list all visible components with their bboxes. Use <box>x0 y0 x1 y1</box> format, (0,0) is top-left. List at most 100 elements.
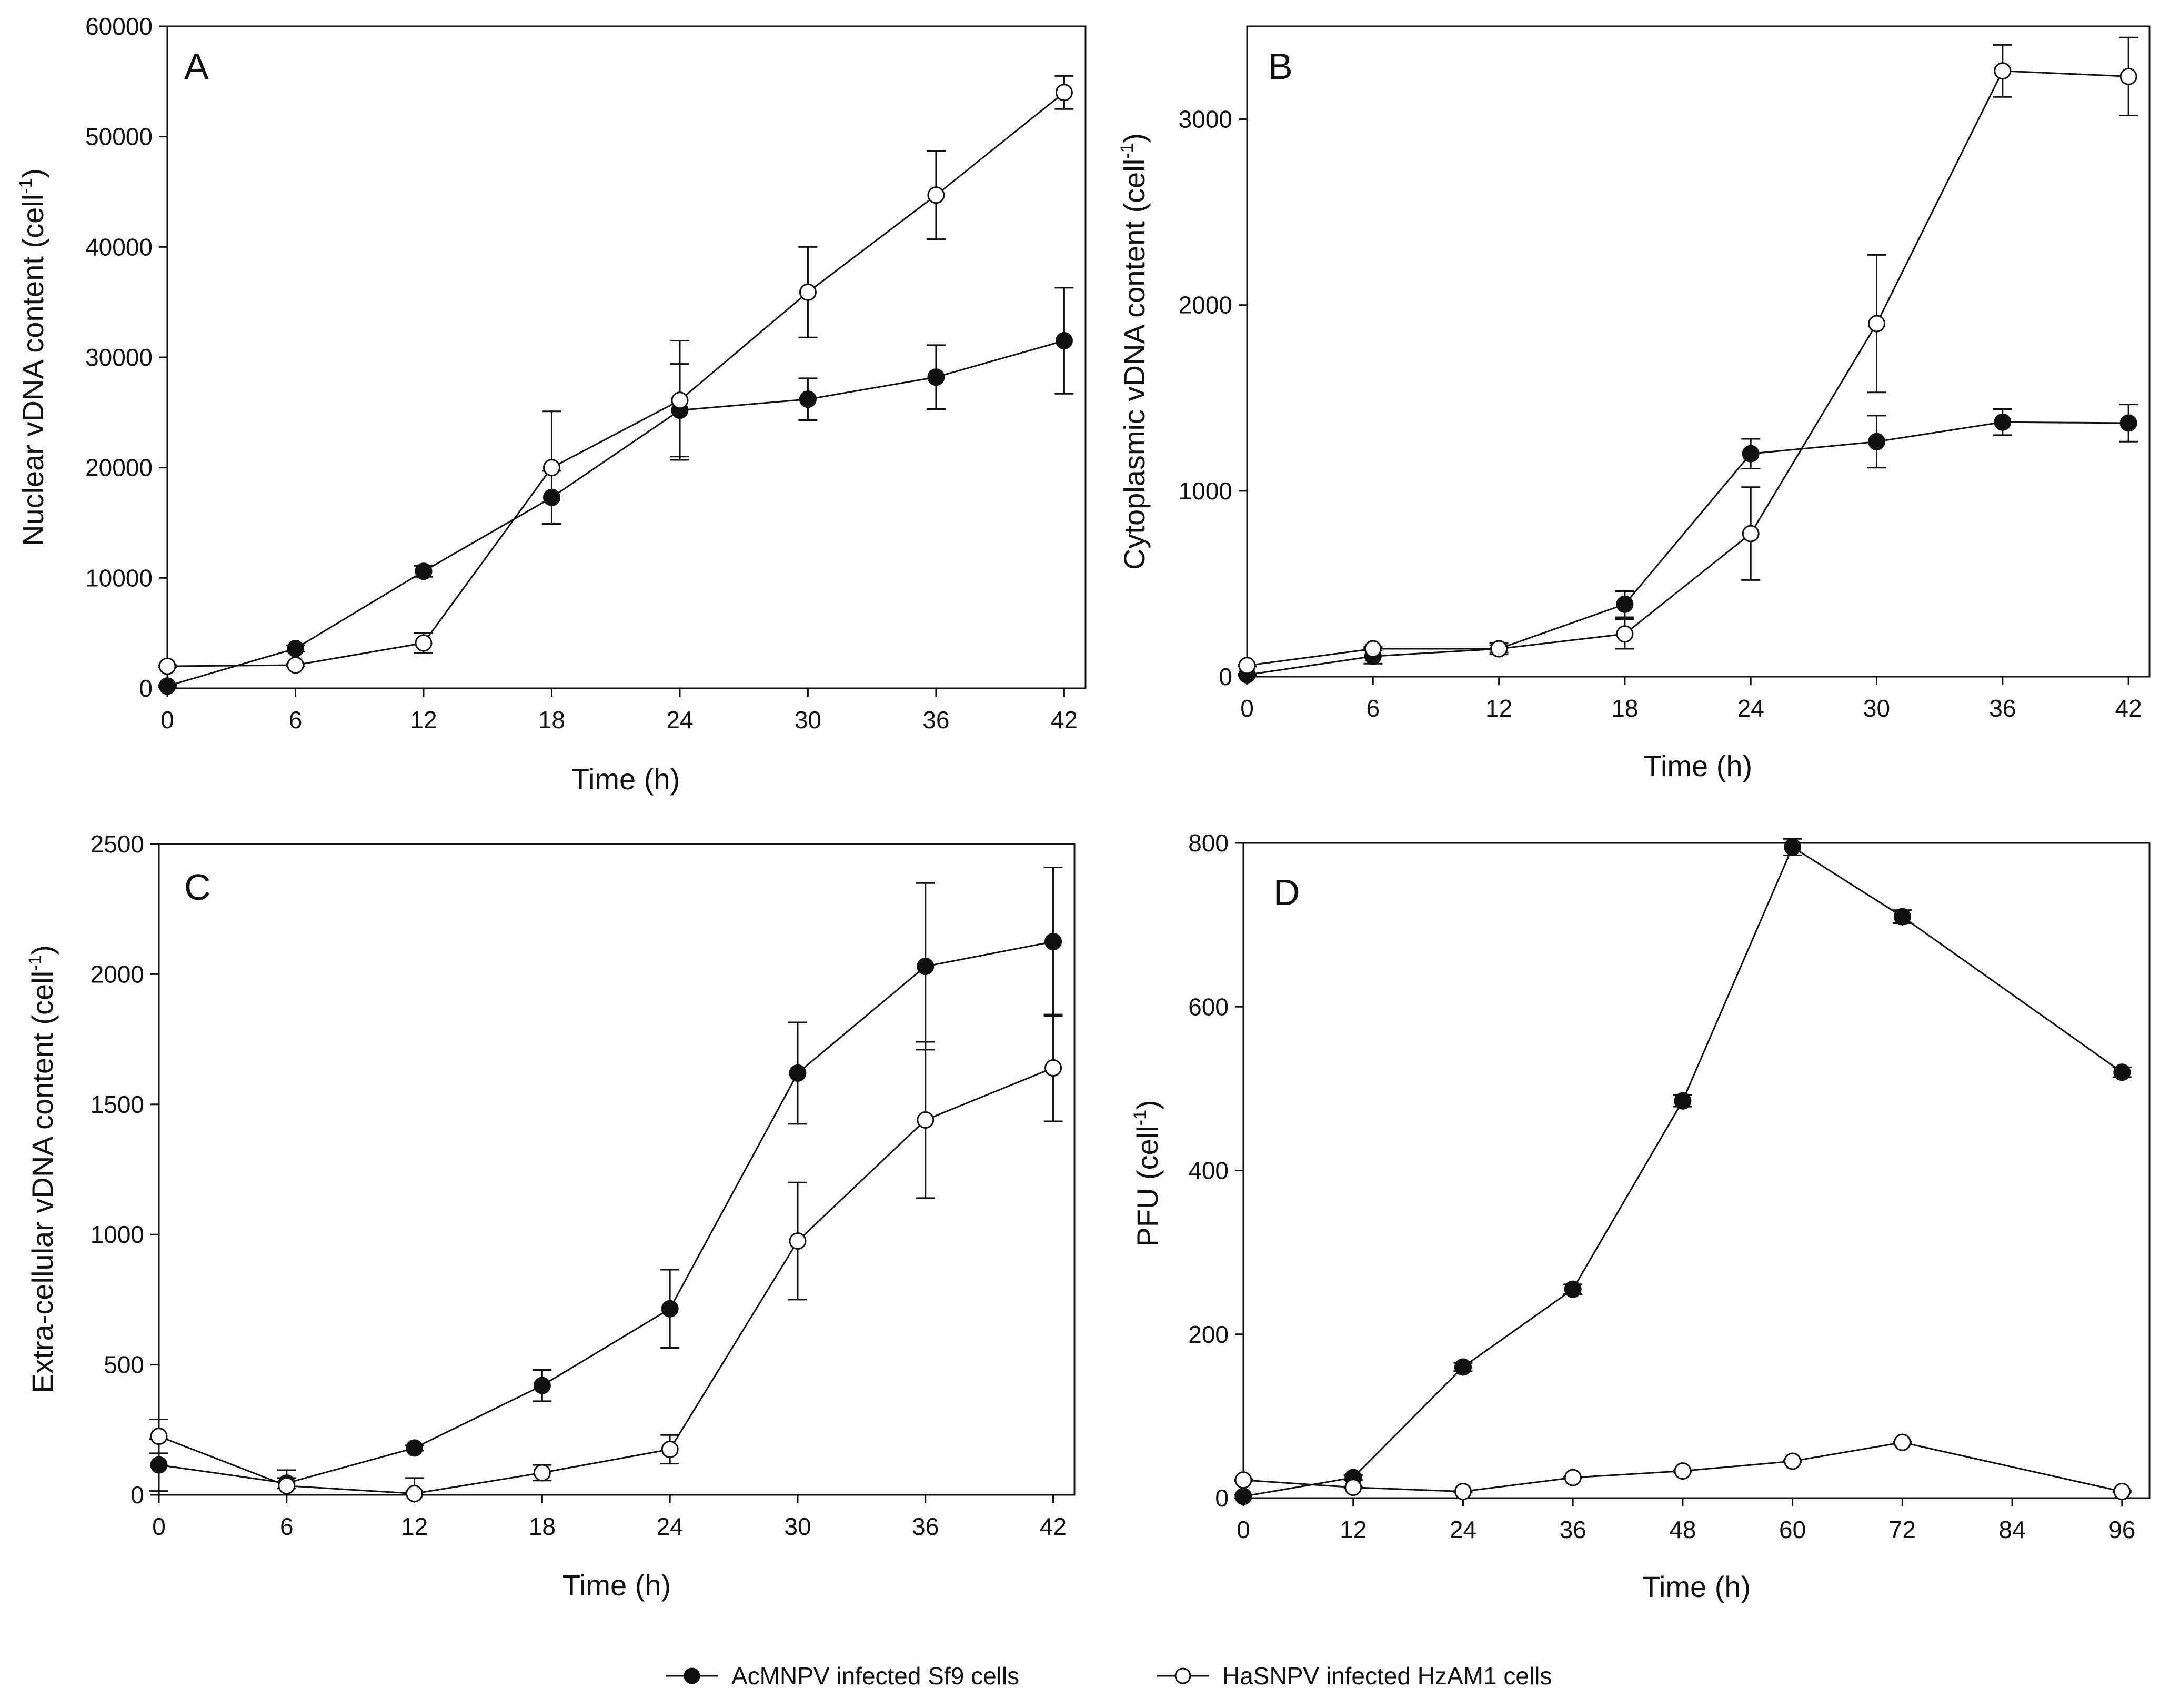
panel-d-hasnpv-point <box>1564 1469 1582 1486</box>
panel-c-hasnpv-point <box>406 1485 424 1503</box>
panel-c-hasnpv-point <box>150 1428 168 1445</box>
panel-d-y-tick-label: 400 <box>1188 1157 1229 1184</box>
panel-d-hasnpv-line <box>1243 1441 2123 1493</box>
panel-d-letter: D <box>1273 872 1300 913</box>
panel-d-y-axis-title: PFU (cell-1) <box>1130 1100 1164 1247</box>
panel-a-hasnpv-point <box>927 186 945 204</box>
panel-c-y-tick-label: 2500 <box>91 830 144 858</box>
panel-a-x-tick-label: 12 <box>410 706 437 734</box>
panel-b-hasnpv-point <box>2119 67 2137 85</box>
panel-c-y-title-sup: -1 <box>25 955 45 971</box>
panel-a-y-tick-label: 60000 <box>85 13 153 40</box>
panel-d-hasnpv-point <box>1344 1479 1362 1496</box>
panel-d-acmnpv-line <box>1243 846 2123 1498</box>
panel-b-hasnpv-line <box>1247 70 2129 667</box>
panel-b-x-tick-label: 36 <box>1989 695 2016 722</box>
panel-d-y-tick-label: 200 <box>1188 1321 1229 1348</box>
panel-c-x-tick-label: 6 <box>280 1513 294 1540</box>
panel-a-y-title-close: ) <box>16 168 49 178</box>
panel-a-y-tick-label: 0 <box>139 675 153 702</box>
panel-d-x-tick-label: 96 <box>2108 1516 2135 1543</box>
panel-a-x-tick-label: 30 <box>795 706 821 734</box>
panel-d-x-axis-title: Time (h) <box>1642 1570 1751 1603</box>
panel-a-acmnpv-point <box>799 390 817 408</box>
panel-a-y-tick-label: 30000 <box>85 344 153 371</box>
panel-d-acmnpv-point <box>1564 1280 1582 1298</box>
panel-d-x-tick-label: 12 <box>1340 1516 1367 1543</box>
panel-c-y-title-main: Extra-cellular vDNA content (cell <box>26 971 59 1393</box>
panel-a-hasnpv-point <box>542 459 560 477</box>
panel-a-x-tick-label: 42 <box>1051 706 1078 734</box>
panel-d-x-tick-label: 24 <box>1450 1516 1476 1543</box>
panel-c-letter: C <box>184 867 211 908</box>
panel-a-y-title-sup: -1 <box>16 178 36 194</box>
panel-a-letter: A <box>184 46 209 87</box>
panel-d-hasnpv-point <box>1893 1433 1911 1451</box>
panel-b-acmnpv-point <box>1868 433 1886 450</box>
panel-b-acmnpv-line <box>1247 421 2129 676</box>
panel-c-frame <box>158 843 1076 1496</box>
panel-c-x-tick-label: 0 <box>152 1513 166 1540</box>
panel-c-acmnpv-point <box>533 1377 551 1394</box>
panel-c-x-tick-label: 18 <box>529 1513 556 1540</box>
panel-d-x-tick-label: 36 <box>1560 1516 1586 1543</box>
panel-b-x-tick-label: 30 <box>1863 695 1890 722</box>
panel-b-acmnpv-point <box>1742 445 1760 463</box>
panel-d-x-tick-label: 72 <box>1889 1516 1916 1543</box>
panel-a-x-tick-label: 0 <box>160 706 174 734</box>
panel-a-hasnpv-line <box>167 92 1065 667</box>
panel-b-frame <box>1246 25 2151 678</box>
panel-a-hasnpv-point <box>799 283 817 301</box>
panel-c-x-tick-label: 30 <box>784 1513 811 1540</box>
panel-c-acmnpv-point <box>1044 933 1062 951</box>
legend-hasnpv-marker <box>1174 1667 1191 1684</box>
panel-d-acmnpv-point <box>1674 1092 1692 1110</box>
panel-c-x-tick-label: 12 <box>401 1513 428 1540</box>
panel-c-y-tick-label: 1500 <box>91 1091 144 1118</box>
panel-c-acmnpv-point <box>789 1064 807 1082</box>
legend: AcMNPV infected Sf9 cells HaSNPV infecte… <box>666 1662 1552 1690</box>
panel-c-acmnpv-point <box>406 1439 424 1457</box>
panel-d-acmnpv-point <box>1454 1358 1472 1376</box>
panel-c-hasnpv-point <box>661 1440 679 1458</box>
panel-a-y-tick-label: 50000 <box>85 123 153 150</box>
panel-d-hasnpv-point <box>1234 1471 1252 1489</box>
panel-d-plot: 0 12 24 36 48 60 72 84 96 0 200 400 600 800 <box>1188 829 2135 1543</box>
panel-c-hasnpv-point <box>789 1232 807 1250</box>
panel-d-y-title-sup: -1 <box>1130 1110 1150 1126</box>
panel-b-x-tick-label: 0 <box>1240 695 1254 722</box>
panel-b-y-title-sup: -1 <box>1117 143 1137 159</box>
panel-a-acmnpv-point <box>415 562 433 580</box>
panel-c: C Time (h) Extra-cellular vDNA content (… <box>25 830 1076 1602</box>
panel-b-y-tick-label: 2000 <box>1179 292 1232 319</box>
panel-d: D Time (h) PFU (cell-1) 0 12 24 36 48 60 72 84 9… <box>1130 829 2151 1603</box>
panel-c-hasnpv-line <box>158 1067 1054 1495</box>
panel-a-plot: 0 6 12 18 24 30 36 42 0 10000 20000 30000 40000 50000… <box>85 13 1078 734</box>
panel-b-hasnpv-point <box>1994 62 2012 80</box>
panel-c-x-tick-label: 42 <box>1040 1513 1067 1540</box>
panel-c-y-tick-label: 0 <box>130 1481 144 1509</box>
panel-d-acmnpv-point <box>1893 908 1911 926</box>
panel-a-y-tick-label: 20000 <box>85 454 153 481</box>
panel-b-hasnpv-point <box>1616 625 1634 643</box>
panel-b-y-tick-label: 3000 <box>1179 106 1232 133</box>
panel-d-hasnpv-point <box>2113 1483 2131 1501</box>
panel-b-y-title-close: ) <box>1118 133 1151 143</box>
panel-c-acmnpv-line <box>158 941 1053 1484</box>
panel-d-x-tick-label: 84 <box>1999 1516 2026 1543</box>
panel-a-x-tick-label: 24 <box>666 706 693 734</box>
panel-a-y-axis-title: Nuclear vDNA content (cell-1) <box>16 168 49 546</box>
panel-d-acmnpv-point <box>1784 838 1802 856</box>
panel-c-y-tick-label: 1000 <box>91 1221 144 1248</box>
panel-c-acmnpv-point <box>917 958 935 976</box>
panel-b-hasnpv-point <box>1364 640 1382 658</box>
panel-a-x-tick-label: 18 <box>538 706 565 734</box>
panel-d-y-tick-label: 0 <box>1215 1484 1229 1512</box>
panel-a-hasnpv-point <box>671 391 689 409</box>
panel-c-x-tick-label: 24 <box>657 1513 684 1540</box>
panel-c-y-tick-label: 500 <box>104 1351 144 1379</box>
panel-a-hasnpv-point <box>158 657 176 675</box>
panel-a-y-tick-label: 10000 <box>85 564 153 591</box>
panel-b-x-tick-label: 42 <box>2115 695 2142 722</box>
